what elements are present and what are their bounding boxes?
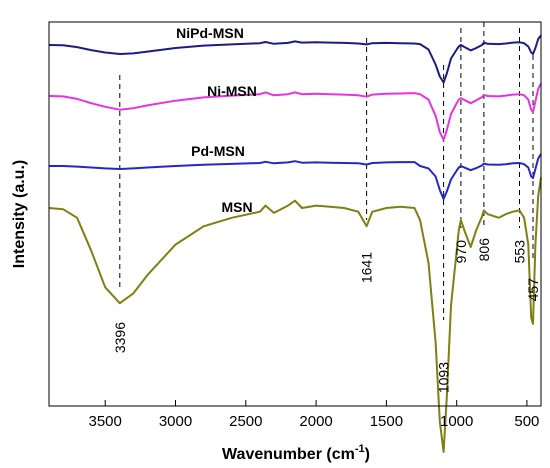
series-line-msn <box>48 177 542 453</box>
x-tick-label-1500: 1500 <box>370 413 403 430</box>
x-axis-title-main: Wavenumber (cm <box>222 446 355 463</box>
series-label-nipd-msn: NiPd-MSN <box>176 25 244 41</box>
series-curves <box>48 34 542 453</box>
series-label-ni-msn: Ni-MSN <box>207 83 257 99</box>
x-axis-title: Wavenumber (cm-1) <box>222 443 370 463</box>
peak-label-1641: 1641 <box>359 252 375 283</box>
peak-labels: 3396 1641 1093 970 806 553 457 <box>112 238 541 393</box>
x-tick-label-500: 500 <box>514 413 539 430</box>
peak-label-3396: 3396 <box>112 322 128 353</box>
y-axis-title: Intensity (a.u.) <box>11 160 28 268</box>
peak-reference-lines <box>119 22 534 320</box>
peak-label-553: 553 <box>512 240 528 264</box>
series-line-nipd-msn <box>48 34 542 84</box>
peak-label-970: 970 <box>453 240 469 264</box>
x-axis-title-superscript: -1 <box>355 443 365 455</box>
x-tick-label-3000: 3000 <box>159 413 192 430</box>
peak-label-806: 806 <box>476 238 492 262</box>
peak-label-1093: 1093 <box>436 362 452 393</box>
series-line-pd-msn <box>49 153 542 200</box>
peak-label-457: 457 <box>525 278 541 302</box>
x-tick-label-3500: 3500 <box>89 413 122 430</box>
series-label-msn: MSN <box>221 199 252 215</box>
x-tick-label-2000: 2000 <box>299 413 332 430</box>
plot-frame <box>48 21 542 407</box>
x-tick-label-2500: 2500 <box>229 413 262 430</box>
series-line-ni-msn <box>48 82 542 141</box>
x-axis-title-close: ) <box>365 446 370 463</box>
series-labels: NiPd-MSN Ni-MSN Pd-MSN MSN <box>176 25 257 215</box>
series-label-pd-msn: Pd-MSN <box>191 143 245 159</box>
x-axis-ticks: 3500 3000 2500 2000 1500 1000 500 <box>89 400 539 430</box>
x-tick-label-1000: 1000 <box>440 413 473 430</box>
